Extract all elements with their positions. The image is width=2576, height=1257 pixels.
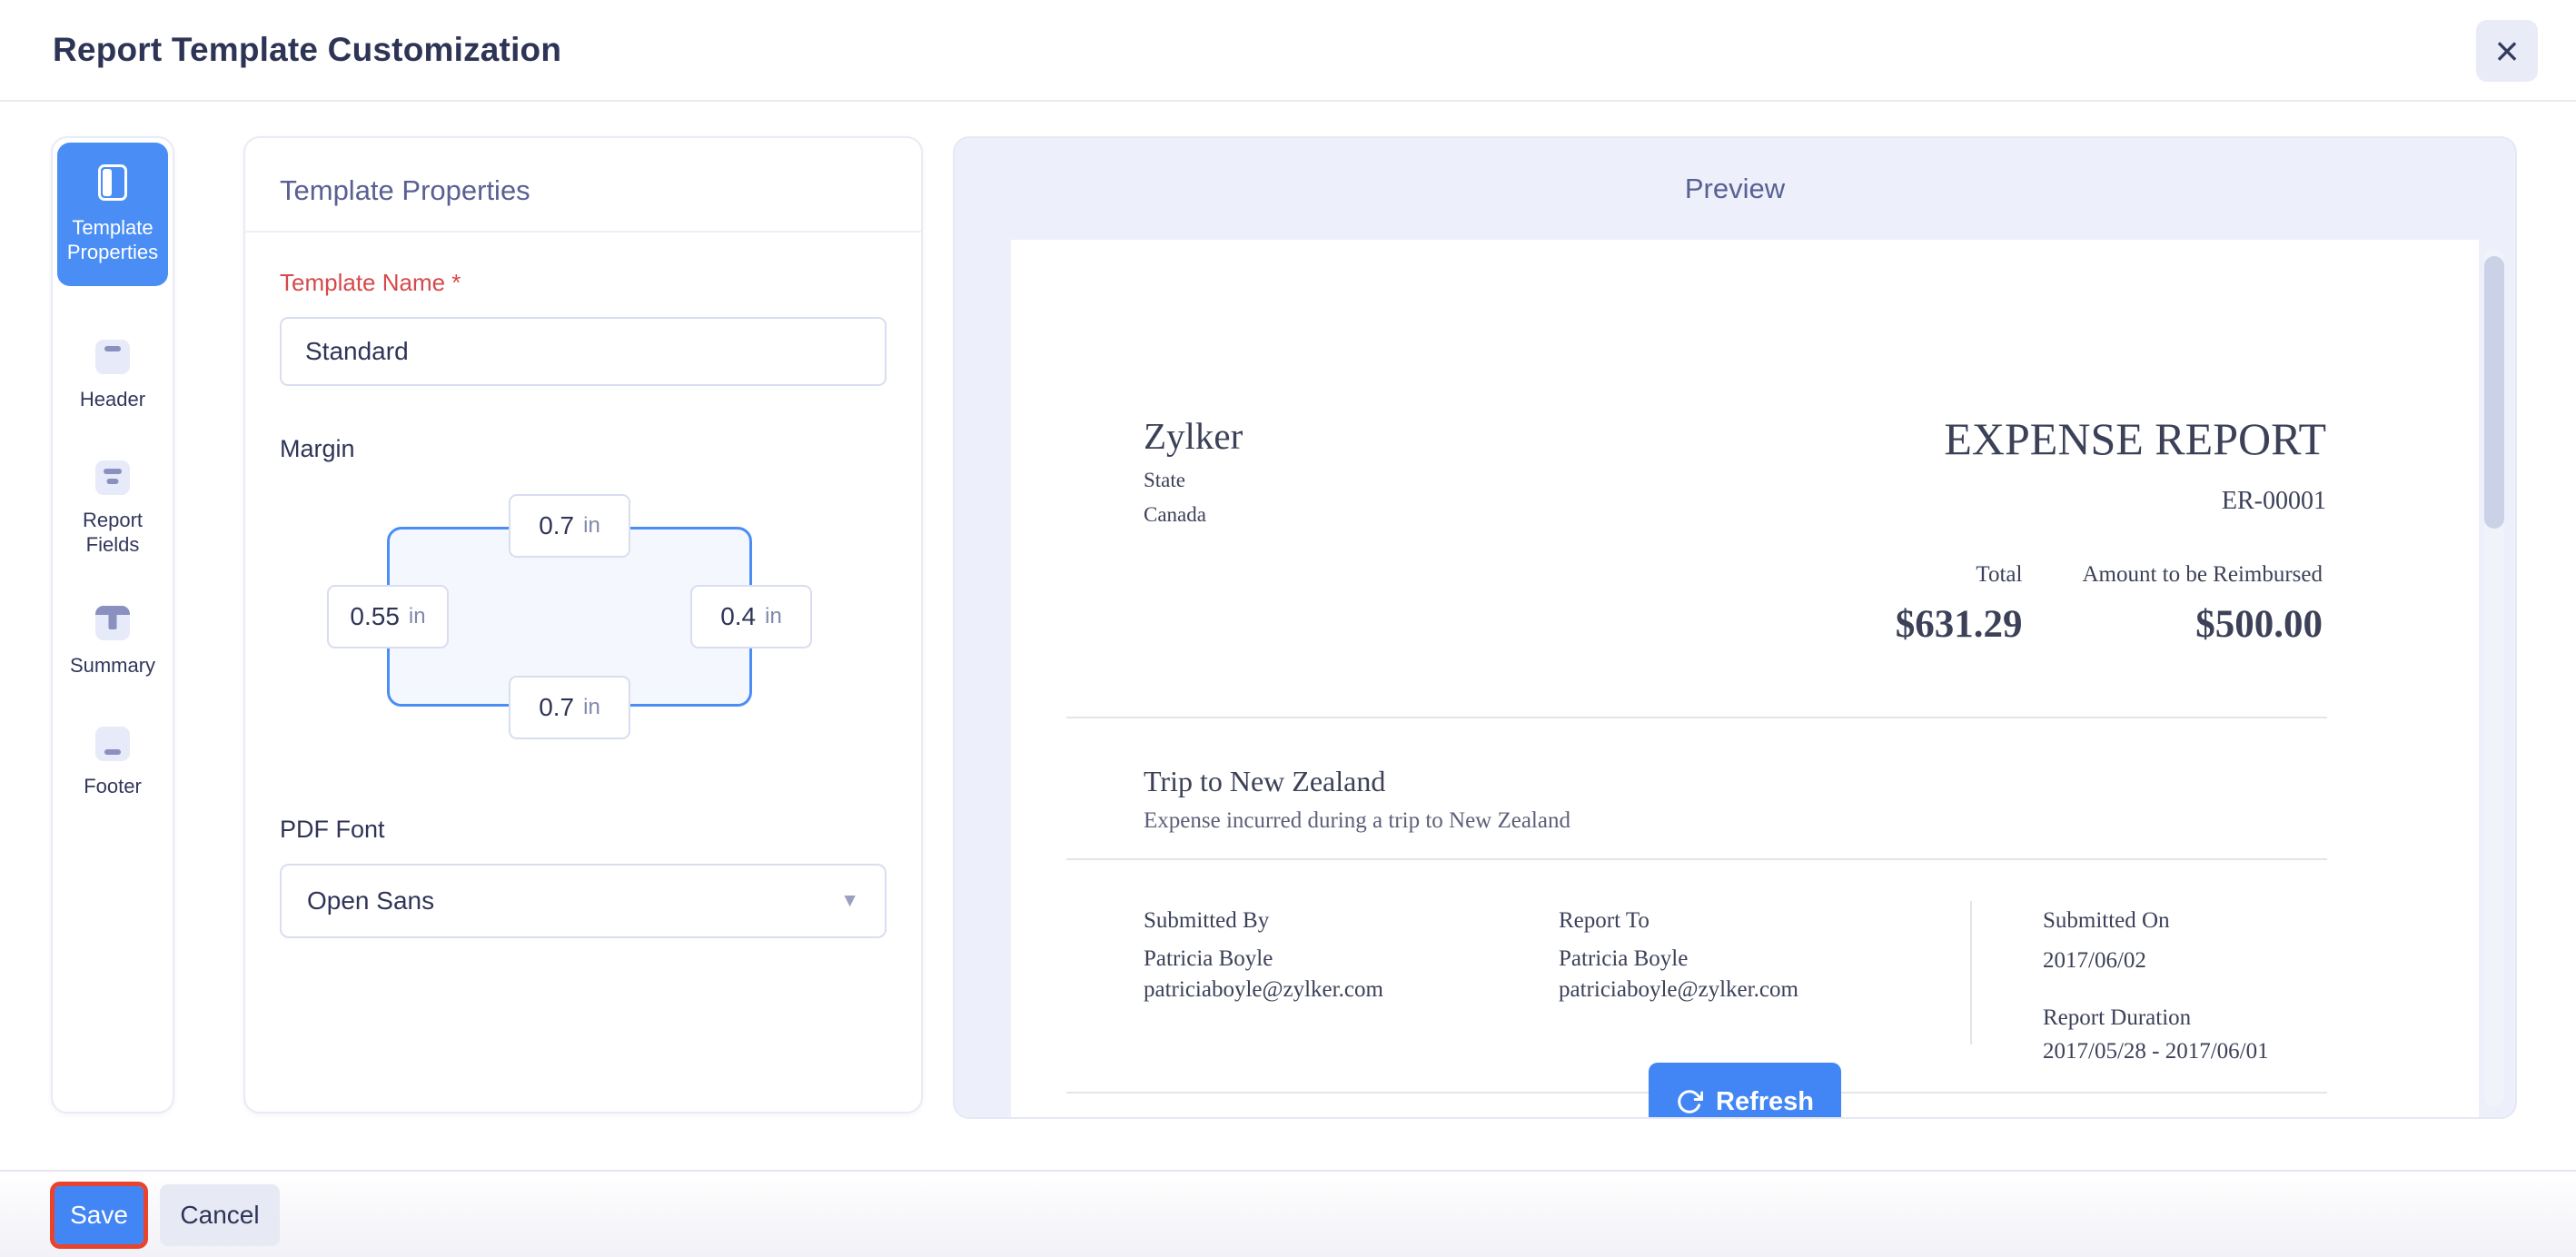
panel-title: Template Properties — [245, 138, 921, 233]
template-properties-icon — [98, 164, 127, 201]
dialog-title: Report Template Customization — [53, 31, 562, 68]
margin-bottom-input[interactable]: 0.7 in — [509, 676, 630, 739]
report-title: EXPENSE REPORT — [1944, 413, 2326, 464]
margin-top-input[interactable]: 0.7 in — [509, 494, 630, 558]
divider — [1066, 717, 2327, 718]
sidebar-item-label: Report Fields — [82, 509, 144, 556]
report-to-label: Report To — [1559, 908, 1650, 933]
org-name: Zylker — [1144, 415, 1243, 457]
report-number: ER-00001 — [2221, 487, 2326, 515]
margin-right-input[interactable]: 0.4 in — [690, 585, 812, 648]
close-button[interactable]: × — [2476, 20, 2538, 82]
header-icon — [95, 340, 130, 374]
preview-scrollbar-thumb[interactable] — [2484, 256, 2504, 529]
template-name-label: Template Name * — [280, 269, 461, 296]
margin-unit-label: in — [583, 695, 600, 719]
sidebar-item-label: Summary — [69, 654, 156, 677]
report-to-email: patriciaboyle@zylker.com — [1559, 977, 1798, 1002]
margin-bottom-value: 0.7 — [539, 693, 575, 721]
refresh-button[interactable]: Refresh — [1649, 1063, 1841, 1117]
margin-left-input[interactable]: 0.55 in — [327, 585, 449, 648]
org-address-line1: State — [1144, 469, 1185, 491]
sidebar-item-template-properties[interactable]: Template Properties — [57, 143, 168, 286]
margin-left-value: 0.55 — [350, 602, 400, 630]
template-name-input[interactable] — [280, 317, 887, 386]
reimbursed-label: Amount to be Reimbursed — [2082, 562, 2323, 587]
pdf-font-label: PDF Font — [280, 816, 385, 843]
report-duration-value: 2017/05/28 - 2017/06/01 — [2043, 1039, 2269, 1064]
submitted-by-name: Patricia Boyle — [1144, 946, 1273, 971]
totals-summary: Total $631.29 Amount to be Reimbursed $5… — [1896, 562, 2323, 647]
margin-top-value: 0.7 — [539, 511, 575, 539]
reimbursed-column: Amount to be Reimbursed $500.00 — [2082, 562, 2323, 647]
preview-scrollbar-track[interactable] — [2484, 249, 2504, 1106]
pdf-font-value: Open Sans — [307, 886, 435, 915]
report-name: Trip to New Zealand — [1144, 765, 1386, 797]
divider — [1066, 858, 2327, 860]
reimbursed-value: $500.00 — [2195, 603, 2323, 646]
report-fields-icon — [95, 460, 130, 495]
summary-icon — [95, 606, 130, 640]
pdf-font-select[interactable]: Open Sans ▼ — [280, 864, 887, 938]
dialog-header: Report Template Customization × — [0, 0, 2576, 102]
report-description: Expense incurred during a trip to New Ze… — [1144, 808, 1570, 833]
sidebar-item-header[interactable]: Header — [53, 340, 173, 411]
margin-right-value: 0.4 — [720, 602, 757, 630]
margin-unit-label: in — [408, 604, 426, 628]
save-button[interactable]: Save — [50, 1182, 148, 1249]
report-duration-label: Report Duration — [2043, 1005, 2192, 1030]
submitted-by-label: Submitted By — [1144, 908, 1270, 933]
template-sections-sidebar: Template Properties Header Report Fields… — [51, 136, 174, 1113]
total-label: Total — [1976, 562, 2023, 587]
sidebar-item-footer[interactable]: Footer — [53, 727, 173, 798]
submitted-on-value: 2017/06/02 — [2043, 948, 2146, 973]
sidebar-item-label: Template Properties — [66, 216, 159, 263]
margin-unit-label: in — [583, 513, 600, 538]
org-address-line2: Canada — [1144, 503, 1206, 526]
sidebar-item-report-fields[interactable]: Report Fields — [53, 460, 173, 557]
chevron-down-icon: ▼ — [840, 890, 859, 911]
template-properties-panel: Template Properties Template Name * Marg… — [243, 136, 923, 1113]
dialog-footer: Save Cancel — [0, 1170, 2576, 1257]
submitted-on-label: Submitted On — [2043, 908, 2170, 933]
sidebar-item-summary[interactable]: Summary — [53, 606, 173, 678]
report-to-name: Patricia Boyle — [1559, 946, 1689, 971]
margin-widget: 0.7 in 0.55 in 0.4 in 0.7 in — [280, 483, 887, 770]
report-preview-document: Zylker State Canada EXPENSE REPORT ER-00… — [1011, 240, 2479, 1117]
margin-unit-label: in — [765, 604, 782, 628]
total-value: $631.29 — [1895, 603, 2023, 646]
preview-title: Preview — [1684, 173, 1786, 204]
sidebar-item-label: Footer — [84, 775, 142, 797]
close-icon: × — [2494, 27, 2520, 74]
total-column: Total $631.29 — [1896, 562, 2023, 647]
refresh-icon — [1678, 1090, 1703, 1113]
preview-panel: Preview Zylker State Canada EXPENSE REPO… — [953, 136, 2517, 1119]
submitted-by-email: patriciaboyle@zylker.com — [1144, 977, 1383, 1002]
vertical-divider — [1970, 901, 1972, 1044]
margin-label: Margin — [280, 435, 355, 462]
footer-icon — [95, 727, 130, 761]
refresh-button-label: Refresh — [1716, 1086, 1814, 1116]
cancel-button[interactable]: Cancel — [160, 1184, 280, 1246]
sidebar-item-label: Header — [79, 388, 146, 411]
